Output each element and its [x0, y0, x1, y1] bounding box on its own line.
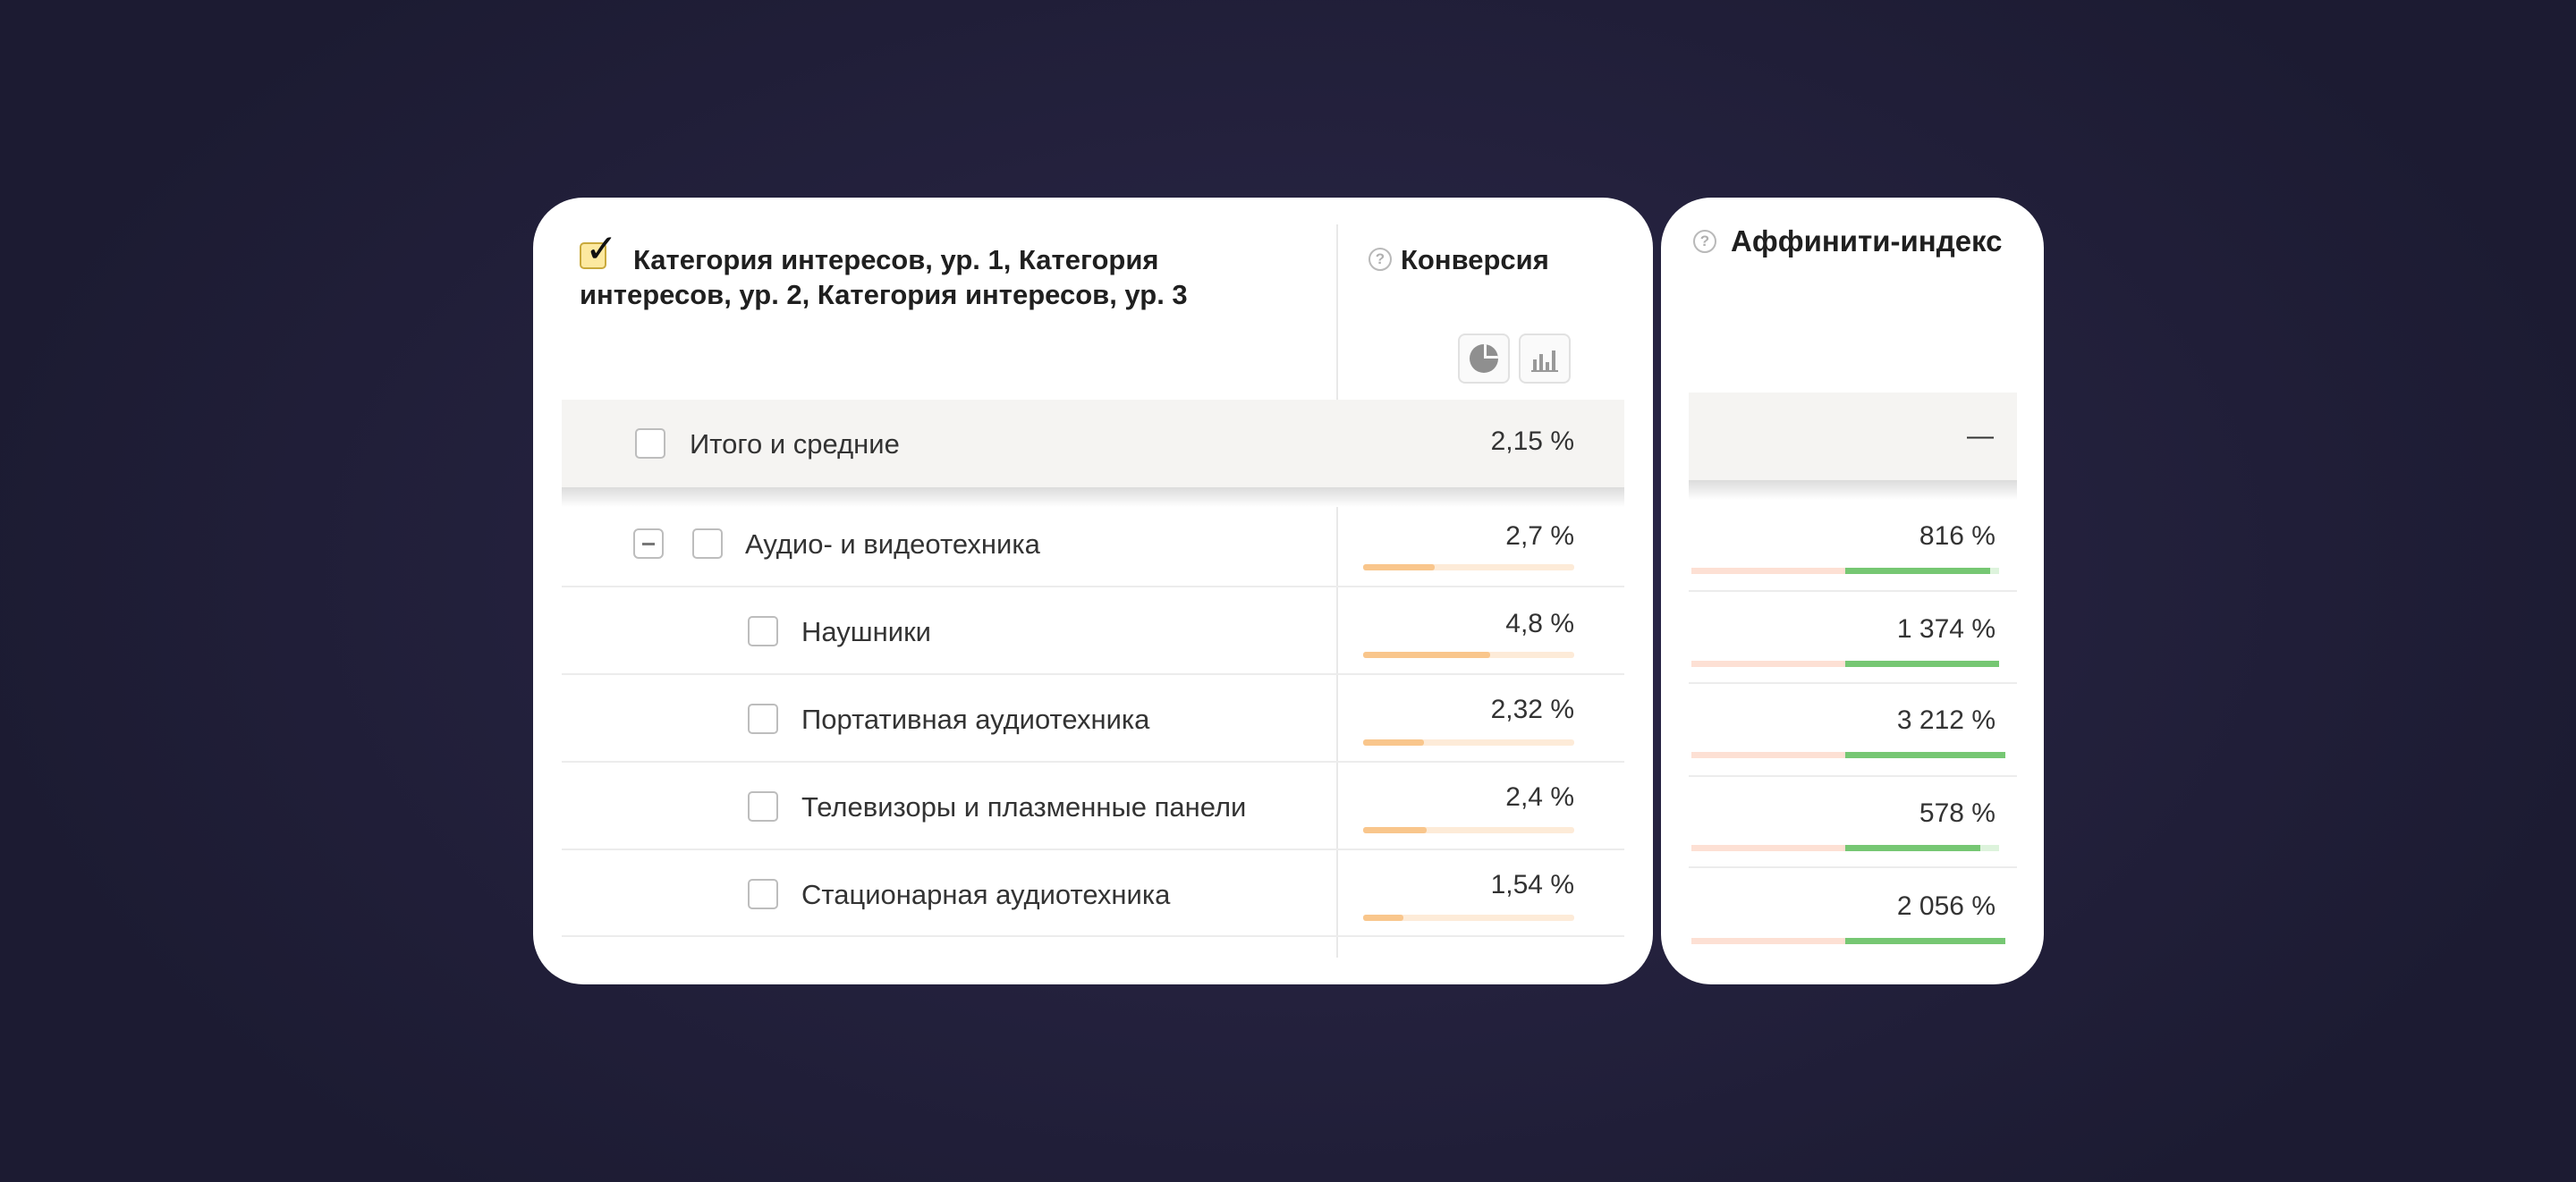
totals-row-conversion: 2,15 % — [1490, 426, 1574, 456]
affinity-bar-negative-track — [1691, 568, 1845, 574]
affinity-bar-negative-track — [1691, 845, 1845, 851]
totals-row-label: Итого и средние — [690, 428, 900, 460]
affinity-bar — [1691, 752, 2005, 758]
affinity-bar-fill — [1845, 938, 2005, 944]
bar-chart-view-button[interactable] — [1519, 333, 1571, 384]
row-divider — [562, 935, 1624, 937]
table-row-conversion: 2,32 % — [1490, 695, 1574, 724]
affinity-value: 3 212 % — [1896, 705, 1996, 735]
table-row-label[interactable]: Телевизоры и плазменные панели — [801, 791, 1247, 823]
checkmark-icon: ✓ — [585, 226, 618, 272]
row-divider — [1689, 866, 2017, 868]
affinity-bar-fill — [1845, 568, 1990, 574]
row-checkbox[interactable] — [748, 879, 778, 909]
conversion-bar — [1363, 564, 1574, 570]
column-divider — [1336, 224, 1338, 958]
table-row-conversion: 2,7 % — [1505, 521, 1574, 551]
conversion-bar — [1363, 915, 1574, 921]
conversion-bar-fill — [1363, 827, 1427, 833]
affinity-bar — [1691, 845, 1999, 851]
dimension-header[interactable]: Категория интересов, ур. 1, Категория ин… — [580, 244, 1188, 310]
table-row-conversion: 2,4 % — [1505, 782, 1574, 812]
conversion-bar-fill — [1363, 652, 1490, 658]
affinity-column-header[interactable]: Аффинити-индекс — [1731, 224, 2003, 258]
totals-row-shadow — [562, 487, 1624, 507]
affinity-totals-shadow — [1689, 480, 2017, 500]
affinity-bar-negative-track — [1691, 752, 1845, 758]
affinity-bar — [1691, 661, 1999, 667]
conversion-bar-fill — [1363, 739, 1425, 746]
conversion-bar-fill — [1363, 915, 1403, 921]
table-row-label[interactable]: Аудио- и видеотехника — [745, 528, 1040, 560]
affinity-bar-negative-track — [1691, 661, 1845, 667]
affinity-totals-cell — [1689, 393, 2017, 480]
table-row-label[interactable]: Портативная аудиотехника — [801, 704, 1150, 735]
row-checkbox[interactable] — [748, 791, 778, 822]
row-divider — [1689, 590, 2017, 592]
affinity-bar-fill — [1845, 661, 1999, 667]
select-all-checkbox[interactable]: ✓ — [580, 230, 618, 269]
conversion-bar-fill — [1363, 564, 1436, 570]
table-row-conversion: 1,54 % — [1490, 870, 1574, 899]
pie-chart-view-button[interactable] — [1458, 333, 1510, 384]
row-divider — [562, 849, 1624, 850]
affinity-value: 1 374 % — [1896, 614, 1996, 644]
row-divider — [562, 586, 1624, 587]
affinity-bar — [1691, 568, 1999, 574]
row-checkbox[interactable] — [748, 704, 778, 734]
collapse-group-button[interactable] — [633, 528, 664, 559]
affinity-bar-negative-track — [1691, 938, 1845, 944]
report-table-card: ✓ Категория интересов, ур. 1, Категория … — [533, 198, 1653, 984]
help-icon[interactable]: ? — [1368, 248, 1392, 271]
affinity-value: 578 % — [1919, 798, 1996, 828]
affinity-index-card: ? Аффинити-индекс — 816 % 1 374 % 3 212 … — [1661, 198, 2044, 984]
affinity-bar-fill — [1845, 845, 1981, 851]
affinity-bar — [1691, 938, 2005, 944]
conversion-bar — [1363, 827, 1574, 833]
affinity-value: 2 056 % — [1896, 891, 1996, 921]
table-row-label[interactable]: Стационарная аудиотехника — [801, 879, 1171, 910]
row-checkbox[interactable] — [692, 528, 723, 559]
help-icon[interactable]: ? — [1693, 230, 1716, 253]
bar-chart-icon — [1531, 350, 1558, 372]
row-divider — [562, 673, 1624, 675]
row-divider — [562, 761, 1624, 763]
totals-row-checkbox[interactable] — [635, 428, 665, 459]
conversion-bar — [1363, 739, 1574, 746]
row-divider — [1689, 775, 2017, 777]
affinity-bar-fill — [1845, 752, 2005, 758]
totals-row — [562, 400, 1624, 487]
pie-chart-icon — [1470, 344, 1498, 373]
row-divider — [1689, 682, 2017, 684]
affinity-totals-value: — — [1967, 421, 1994, 451]
conversion-bar — [1363, 652, 1574, 658]
row-checkbox[interactable] — [748, 616, 778, 646]
table-row-conversion: 4,8 % — [1505, 609, 1574, 638]
conversion-column-header[interactable]: Конверсия — [1401, 244, 1549, 275]
affinity-value: 816 % — [1919, 521, 1996, 551]
table-row-label[interactable]: Наушники — [801, 616, 931, 647]
